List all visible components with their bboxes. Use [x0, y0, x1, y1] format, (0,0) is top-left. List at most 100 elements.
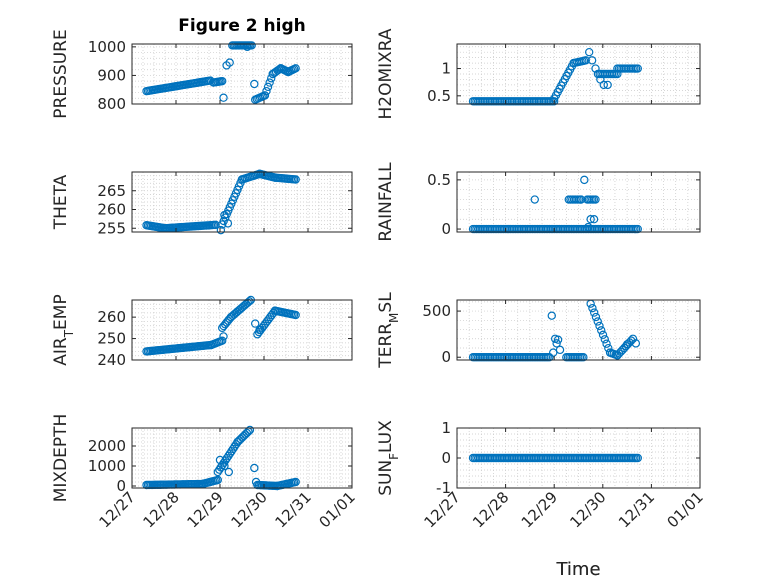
y-tick-label: 0.5 — [427, 87, 451, 105]
y-axis-label: AIRTEMP — [51, 294, 76, 365]
data-point — [267, 74, 276, 83]
data-point — [589, 215, 599, 224]
y-axis-label: SUNFLUX — [376, 420, 401, 496]
subplot-terr-msl: 0 500 TERRMSL Time — [376, 292, 701, 580]
data-point — [219, 332, 228, 341]
data-point — [584, 222, 593, 232]
y-axis-label: H2OMIXRA — [376, 28, 396, 119]
data-point — [591, 312, 601, 322]
x-axis-label: Time — [555, 559, 600, 580]
y-axis-label: RAINFALL — [376, 162, 396, 242]
data-point — [245, 297, 254, 306]
data-point — [250, 79, 259, 89]
data-point — [547, 311, 556, 320]
x-tick-label: 12/30 — [566, 488, 609, 531]
y-tick-label: 1 — [441, 60, 451, 78]
data-point — [291, 175, 300, 184]
y-tick-label: 265 — [97, 182, 126, 200]
data-point — [260, 91, 270, 100]
data-point — [597, 326, 606, 335]
data-point — [213, 475, 222, 485]
y-tick-label: 0 — [441, 220, 451, 238]
subplot-h2omixra: 0.5 1 H2OMIXRA — [376, 28, 701, 120]
axes-box — [131, 427, 353, 489]
data-point — [291, 477, 300, 487]
data-point — [622, 340, 632, 349]
axes-box — [131, 299, 353, 361]
data-point — [274, 65, 284, 74]
y-tick-label: 0 — [441, 449, 451, 467]
y-tick-label: 0 — [441, 348, 451, 366]
y-tick-label: 500 — [422, 302, 451, 320]
data-point — [587, 56, 597, 65]
data-point — [291, 64, 300, 73]
axes-box — [456, 43, 701, 105]
data-point — [250, 319, 260, 328]
data-point — [250, 463, 259, 473]
data-point — [591, 64, 600, 73]
data-point — [595, 321, 604, 331]
y-tick-label: 0.5 — [427, 171, 451, 189]
data-point — [555, 345, 565, 355]
y-tick-label: 260 — [97, 201, 126, 219]
x-tick-label: 01/01 — [664, 488, 707, 531]
y-tick-label: 255 — [97, 219, 126, 237]
data-point — [633, 64, 642, 73]
data-point — [552, 339, 561, 348]
data-point — [224, 467, 233, 477]
y-tick-label: 1 — [441, 419, 451, 437]
x-tick-label: 12/30 — [228, 488, 271, 531]
axes-box — [456, 171, 701, 233]
figure-title: Figure 2 high — [178, 16, 306, 36]
data-point — [251, 477, 261, 487]
data-point — [576, 195, 586, 204]
data-point — [262, 86, 271, 96]
data-point — [220, 210, 229, 220]
data-point — [217, 76, 227, 86]
data-point — [633, 224, 642, 234]
data-point — [593, 317, 602, 326]
data-point — [550, 97, 559, 106]
data-point — [219, 93, 228, 102]
data-point — [553, 335, 563, 344]
subplot-pressure: 800 900 1000 PRESSURE Figure 2 high — [51, 16, 353, 119]
x-tick-label: 01/01 — [316, 488, 359, 531]
data-point — [245, 425, 255, 435]
data-point — [588, 303, 597, 313]
data-point — [549, 348, 558, 357]
x-axis-label: Time — [555, 559, 600, 580]
data-point — [243, 42, 252, 52]
y-tick-label: -1 — [436, 479, 451, 497]
y-tick-label: 250 — [97, 330, 126, 348]
data-point — [602, 339, 611, 348]
data-point — [225, 58, 234, 67]
data-point — [603, 80, 612, 90]
data-point — [223, 219, 233, 228]
y-axis-label: THETA — [51, 174, 71, 230]
y-tick-label: 260 — [97, 308, 126, 326]
data-point — [580, 175, 589, 185]
axes-box — [131, 171, 353, 233]
data-point — [263, 82, 273, 92]
data-point — [216, 225, 226, 235]
y-axis-label: MIXDEPTH — [51, 414, 71, 503]
data-point — [530, 195, 539, 204]
x-tick-label: 12/29 — [518, 488, 561, 531]
data-point — [589, 308, 599, 317]
data-point — [579, 353, 588, 362]
y-tick-label: 240 — [97, 351, 126, 369]
data-point — [255, 325, 264, 335]
data-point — [598, 330, 608, 340]
x-tick-label: 12/29 — [184, 488, 227, 531]
y-tick-label: 2000 — [88, 437, 126, 455]
y-tick-label: 900 — [97, 66, 126, 84]
x-tick-label: 12/31 — [615, 488, 658, 531]
data-point — [265, 78, 274, 87]
y-tick-label: 0 — [116, 477, 126, 495]
data-point — [631, 339, 641, 348]
y-axis-label: TERRMSL — [376, 292, 401, 369]
data-point — [591, 195, 600, 204]
